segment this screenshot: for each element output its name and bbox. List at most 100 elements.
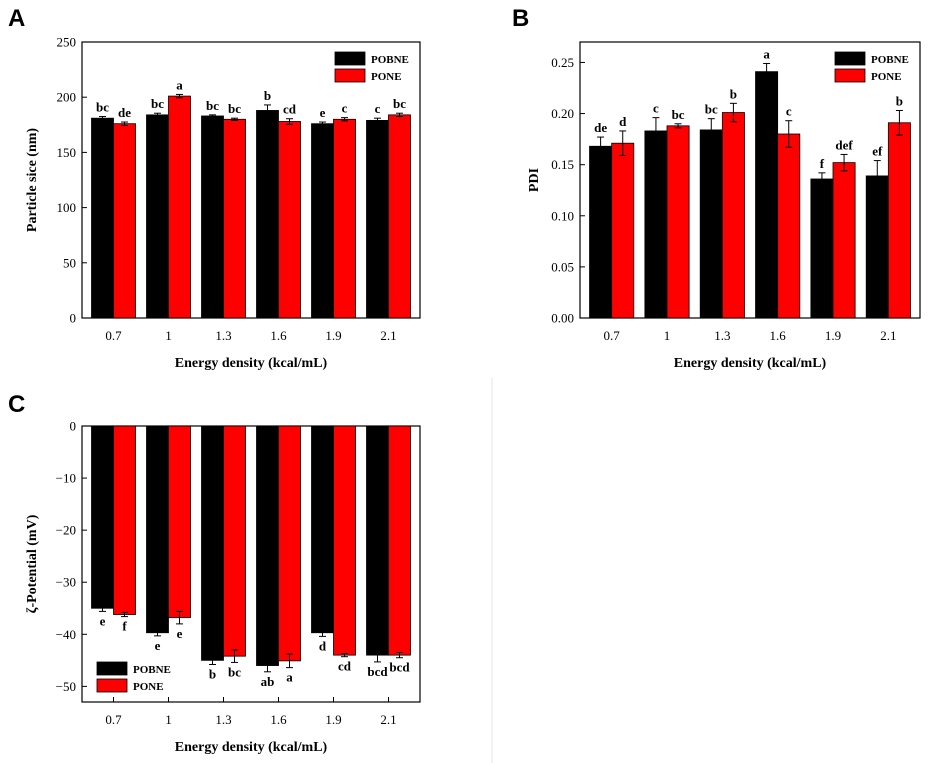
significance-label: bc — [96, 100, 109, 115]
y-tick-label: −10 — [56, 471, 76, 486]
bar-pobne — [366, 119, 389, 319]
bar-pobne — [810, 178, 834, 319]
x-tick-label: 1 — [165, 328, 172, 343]
significance-label: ef — [872, 144, 883, 159]
significance-label: d — [619, 114, 627, 129]
significance-label: bcd — [367, 664, 388, 679]
y-tick-label: 0.00 — [551, 311, 574, 326]
legend-label-pone: PONE — [371, 71, 402, 83]
x-tick-label: 1.9 — [325, 328, 341, 343]
legend-label-pone: PONE — [871, 71, 902, 83]
significance-label: cd — [283, 102, 297, 117]
significance-label: bc — [393, 96, 406, 111]
x-tick-label: 1.6 — [270, 712, 287, 727]
y-tick-label: 100 — [57, 200, 77, 215]
bar-pobne — [256, 425, 279, 666]
significance-label: b — [209, 667, 216, 682]
significance-label: a — [286, 670, 293, 685]
significance-label: b — [730, 86, 737, 101]
y-tick-label: 0.05 — [551, 259, 574, 274]
bar-pone — [887, 122, 911, 319]
bar-pone — [168, 95, 191, 319]
legend: POBNE PONE — [834, 51, 909, 83]
significance-label: c — [342, 101, 348, 116]
y-tick-label: 0.20 — [551, 106, 574, 121]
legend-label-pobne: POBNE — [871, 54, 909, 66]
y-tick-label: 50 — [63, 255, 76, 270]
y-axis-title: PDI — [527, 168, 542, 192]
significance-label: de — [118, 105, 131, 120]
x-tick-label: 1.6 — [270, 328, 287, 343]
bar-pobne — [256, 110, 279, 319]
legend-swatch-pobne — [96, 661, 128, 676]
significance-label: cd — [338, 659, 352, 674]
bar-pobne — [865, 175, 889, 319]
bar-pobne — [201, 425, 224, 661]
panel-letter: A — [8, 5, 25, 32]
bar-pobne — [699, 129, 723, 319]
x-tick-label: 1 — [664, 328, 671, 343]
bar-pobne — [311, 123, 334, 319]
significance-label: bc — [228, 664, 241, 679]
x-tick-label: 0.7 — [105, 328, 122, 343]
plot-frame — [81, 41, 421, 319]
significance-label: e — [100, 613, 106, 628]
x-tick-label: 1.9 — [325, 712, 341, 727]
bar-pobne — [755, 71, 779, 319]
x-tick-label: 1.3 — [215, 712, 231, 727]
x-tick-label: 2.1 — [880, 328, 896, 343]
bar-pone — [223, 118, 246, 319]
bar-pone — [113, 123, 136, 319]
bar-pone — [832, 162, 856, 319]
y-tick-label: −20 — [56, 523, 76, 538]
significance-label: c — [786, 104, 792, 119]
panel-letter: C — [8, 391, 25, 418]
y-tick-label: −30 — [56, 575, 76, 590]
legend-swatch-pone — [334, 68, 366, 83]
bar-pobne — [366, 425, 389, 656]
bar-pone — [168, 425, 191, 619]
legend-swatch-pobne — [834, 51, 866, 66]
legend-label-pone: PONE — [133, 681, 164, 693]
bar-pone — [278, 121, 301, 319]
x-tick-label: 2.1 — [380, 712, 396, 727]
significance-label: b — [896, 93, 903, 108]
y-tick-label: −50 — [56, 679, 76, 694]
legend-label-pobne: POBNE — [133, 664, 171, 676]
x-tick-label: 1.3 — [714, 328, 730, 343]
bar-pone — [611, 142, 635, 319]
y-axis-title: ζ-Potential (mV) — [25, 514, 40, 613]
y-tick-label: 0 — [70, 419, 77, 434]
y-tick-label: 0 — [70, 311, 77, 326]
y-tick-label: 150 — [57, 145, 77, 160]
bar-pone — [333, 425, 356, 656]
y-tick-label: 0.10 — [551, 208, 574, 223]
x-axis-title: Energy density (kcal/mL) — [175, 356, 328, 371]
y-tick-label: 200 — [57, 90, 77, 105]
significance-label: a — [763, 46, 770, 61]
significance-label: f — [820, 156, 825, 171]
significance-label: c — [375, 101, 381, 116]
bar-pobne — [91, 425, 114, 609]
bar-pobne — [644, 130, 668, 319]
significance-label: bcd — [389, 660, 410, 675]
plot-frame — [579, 41, 921, 319]
significance-label: def — [835, 137, 853, 152]
significance-label: a — [176, 77, 183, 92]
bar-pone — [113, 425, 136, 615]
bar-pobne — [91, 117, 114, 319]
significance-label: de — [594, 120, 607, 135]
y-tick-label: 0.15 — [551, 157, 574, 172]
bar-pobne — [201, 115, 224, 319]
bar-pone — [223, 425, 246, 657]
significance-label: d — [319, 638, 327, 653]
legend-swatch-pobne — [334, 51, 366, 66]
x-tick-label: 1.3 — [215, 328, 231, 343]
legend-swatch-pone — [96, 678, 128, 693]
bar-pobne — [146, 114, 169, 319]
bar-pone — [388, 114, 411, 319]
bar-pobne — [589, 145, 613, 319]
panel-letter: B — [512, 5, 529, 32]
